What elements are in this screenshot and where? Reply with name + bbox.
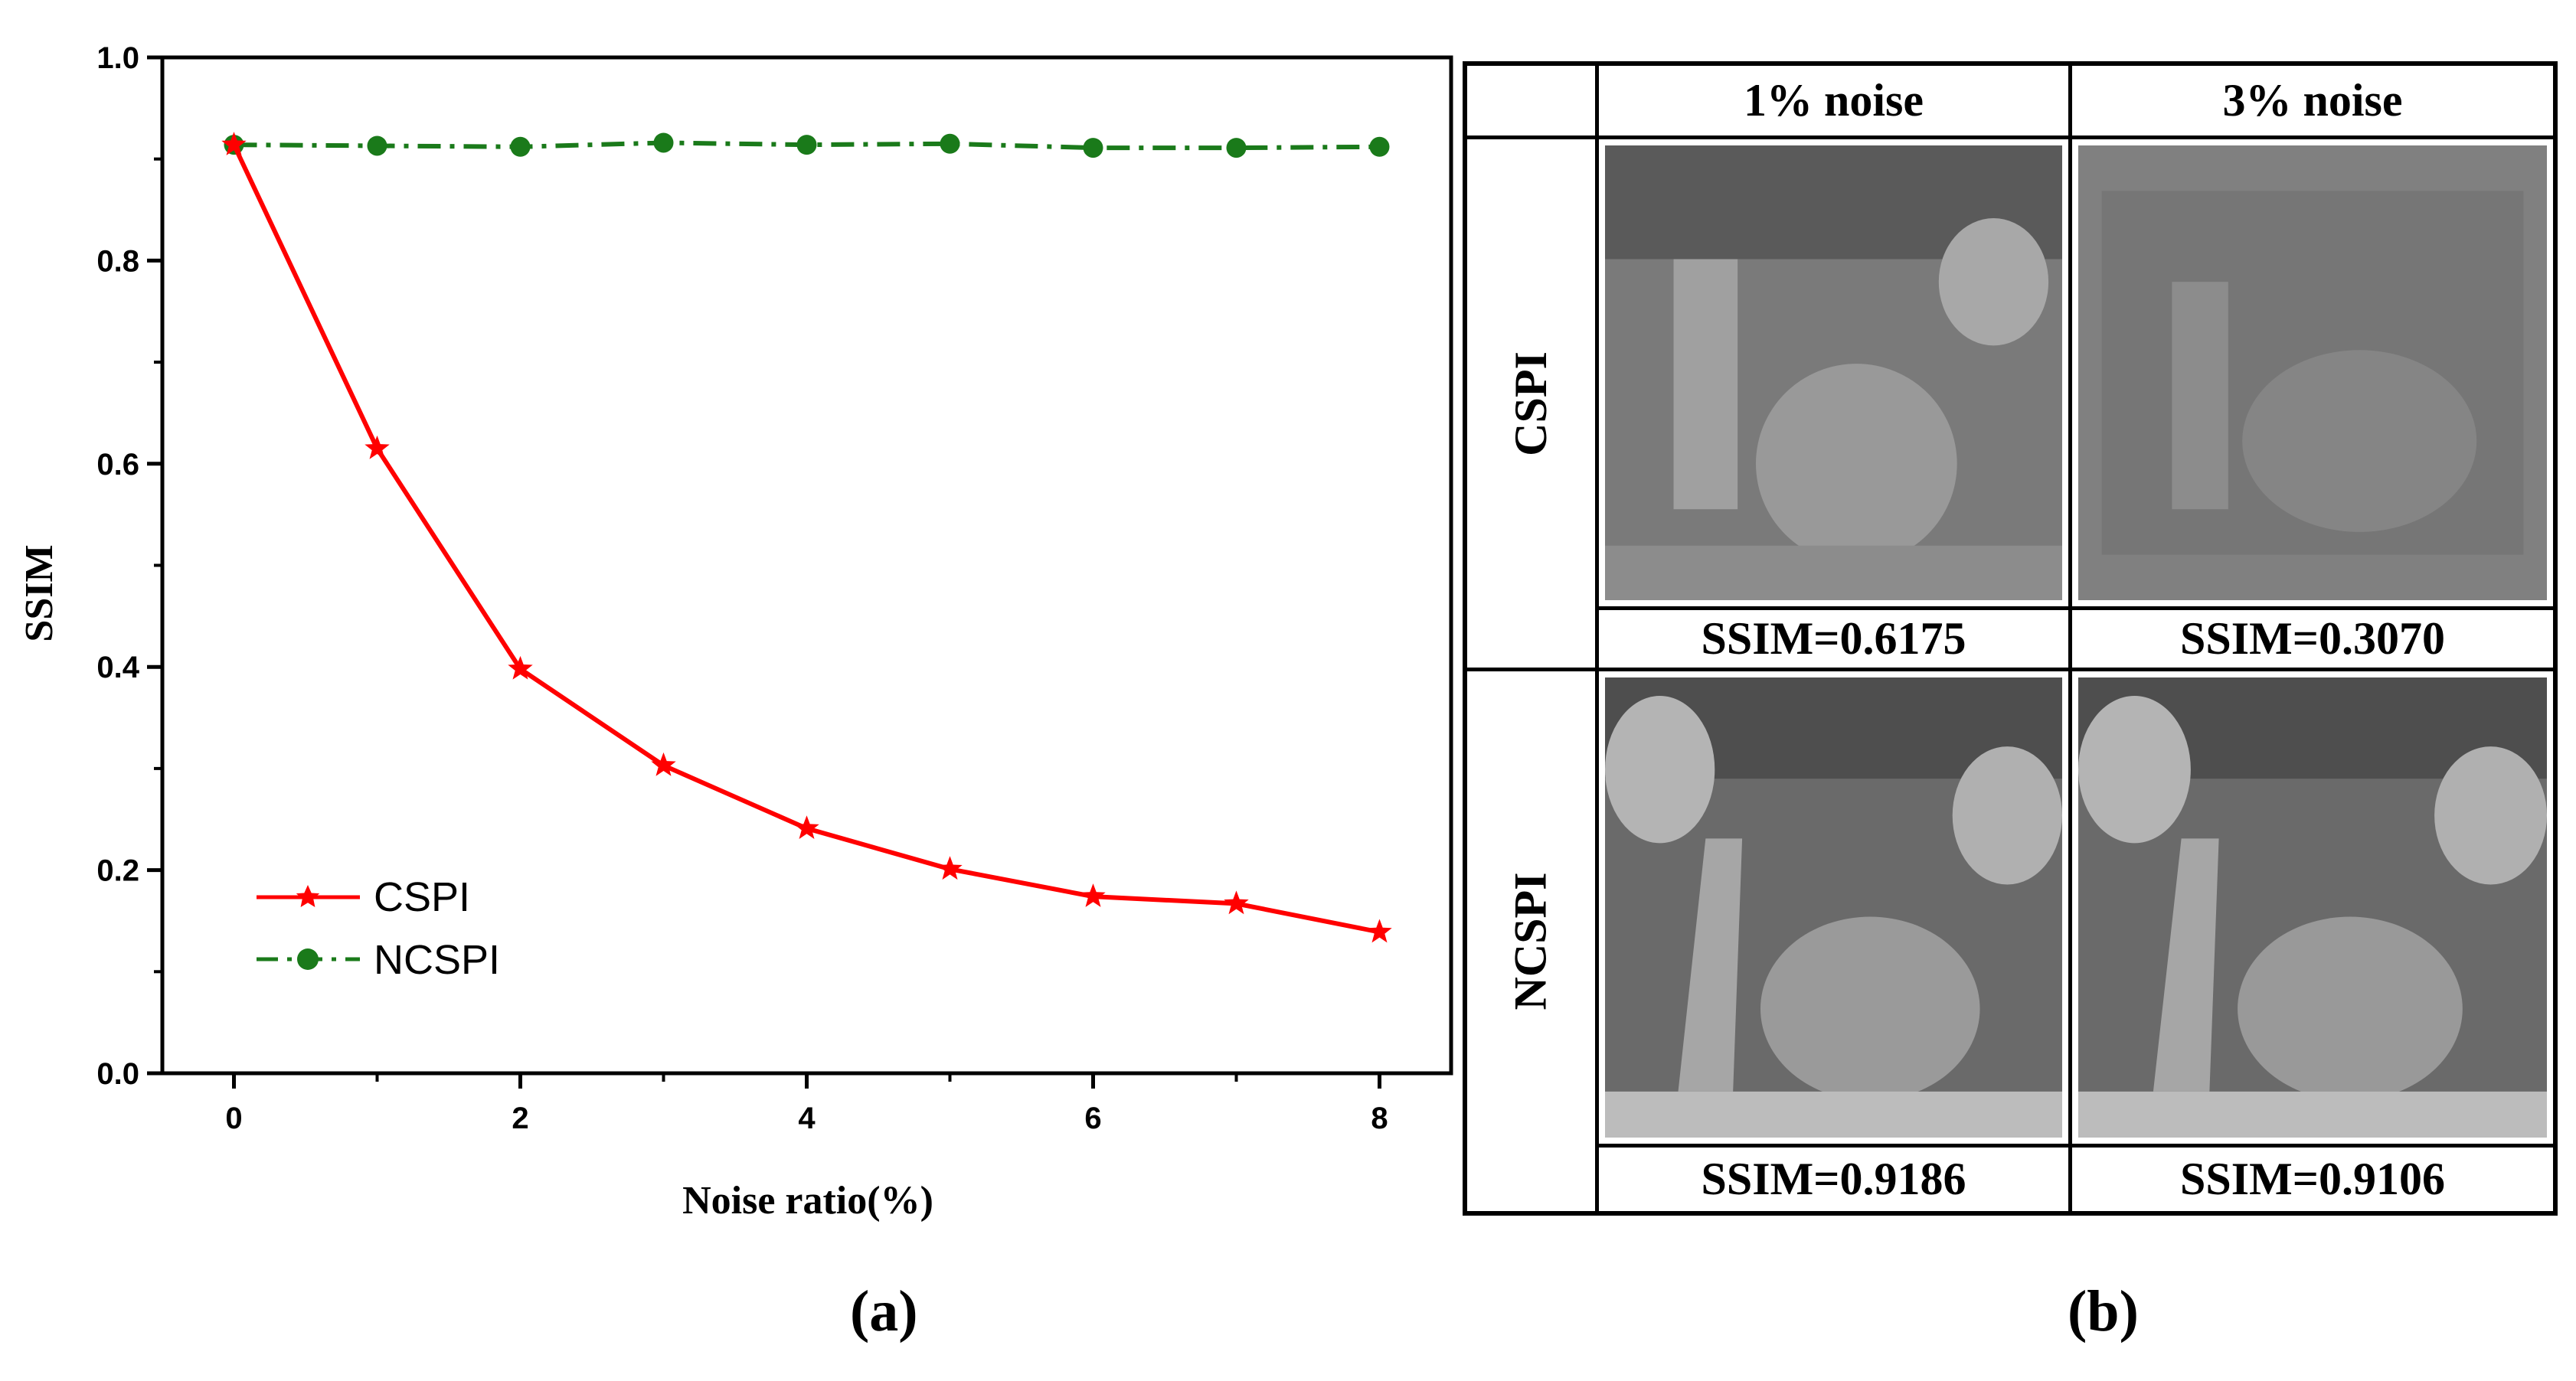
x-tick-label: 4: [798, 1102, 816, 1135]
legend-label-ncspi: NCSPI: [374, 937, 500, 983]
legend: CSPI NCSPI: [257, 874, 500, 983]
series-line-cspi: [231, 143, 1381, 935]
comparison-table: 1% noise 3% noise CSPI SSIM=0.6175 SSIM=…: [1463, 61, 2558, 1216]
x-tick-label: 0: [225, 1102, 242, 1135]
cspi-3pct-image: [2072, 139, 2553, 610]
data-point-cspi: [364, 435, 390, 459]
ncspi-1pct-ssim: SSIM=0.9186: [1599, 1148, 2072, 1211]
column-header-2: 3% noise: [2072, 66, 2553, 139]
x-tick-label: 8: [1371, 1102, 1388, 1135]
y-tick-label: 0.8: [96, 244, 139, 278]
data-point-cspi: [1367, 919, 1392, 943]
legend-label-cspi: CSPI: [374, 874, 470, 920]
data-point-cspi: [651, 752, 676, 776]
panel-caption-b: (b): [2068, 1279, 2139, 1343]
ncspi-1pct-image: [1599, 671, 2072, 1148]
ssim-line-chart: 0.0 0.2 0.4 0.6 0.8 1.0 0 2 4 6 8 SSIM Noise ratio…: [18, 41, 1453, 1223]
y-axis-title: SSIM: [18, 544, 61, 642]
data-point-cspi: [508, 655, 533, 680]
cspi-1pct-reconstruction: [1605, 145, 2062, 600]
cspi-3pct-ssim: SSIM=0.3070: [2072, 610, 2553, 671]
y-tick-label: 0.2: [96, 854, 139, 888]
ncspi-3pct-ssim: SSIM=0.9106: [2180, 1154, 2445, 1204]
x-tick-label: 6: [1084, 1102, 1101, 1135]
row-label-ncspi: NCSPI: [1467, 671, 1599, 1211]
data-point-cspi: [794, 815, 819, 839]
data-point-ncspi: [653, 132, 674, 153]
y-tick-label: 0.4: [96, 651, 139, 684]
x-axis-title: Noise ratio(%): [682, 1179, 933, 1223]
data-point-ncspi: [1226, 138, 1247, 158]
plot-frame: [160, 55, 1453, 1076]
legend-circle-marker: [297, 948, 319, 970]
y-tick-label: 0.6: [96, 448, 139, 482]
data-point-cspi: [1224, 890, 1249, 915]
data-point-ncspi: [940, 133, 960, 154]
row-label-cspi: CSPI: [1467, 139, 1599, 671]
data-point-ncspi: [1083, 138, 1103, 158]
data-point-cspi: [937, 856, 963, 880]
series-layer: [221, 132, 1392, 943]
cspi-3pct-reconstruction: [2078, 145, 2547, 600]
data-point-cspi: [1080, 883, 1106, 907]
data-point-ncspi: [367, 135, 387, 156]
data-point-ncspi: [1369, 136, 1390, 157]
cspi-1pct-image: [1599, 139, 2072, 610]
axis-ticks: 0.0 0.2 0.4 0.6 0.8 1.0 0 2 4 6 8: [96, 41, 1388, 1135]
x-tick-label: 2: [512, 1102, 528, 1135]
data-point-ncspi: [796, 135, 817, 155]
ncspi-3pct-reconstruction: [2078, 677, 2547, 1138]
legend-star-marker: [296, 885, 320, 907]
cspi-1pct-ssim: SSIM=0.6175: [1599, 610, 2072, 671]
ncspi-1pct-reconstruction: [1605, 677, 2062, 1138]
data-point-ncspi: [510, 136, 531, 157]
y-tick-label: 0.0: [96, 1057, 139, 1091]
panel-caption-a: (a): [850, 1279, 918, 1343]
table-corner: [1467, 66, 1599, 139]
column-header-1: 1% noise: [1599, 66, 2072, 139]
data-point-cspi: [221, 132, 247, 155]
ncspi-3pct-image: [2072, 671, 2553, 1148]
y-tick-label: 1.0: [96, 41, 139, 75]
